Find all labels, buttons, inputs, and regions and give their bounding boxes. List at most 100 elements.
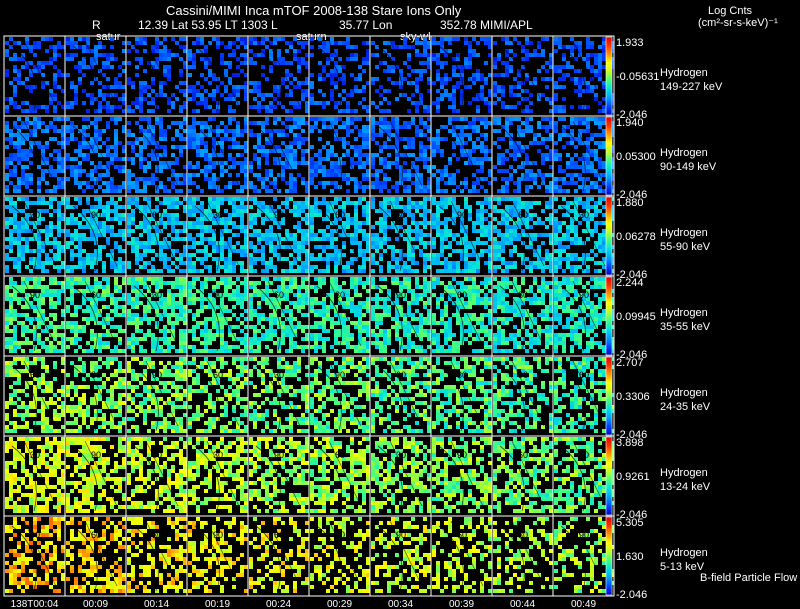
heat-cell (179, 73, 183, 77)
heat-cell (322, 169, 326, 173)
heat-cell (106, 285, 110, 289)
heat-cell (574, 173, 578, 177)
heat-cell (102, 261, 106, 265)
heat-cell (13, 65, 17, 69)
heat-cell (318, 101, 322, 105)
heat-cell (330, 189, 334, 193)
heat-cell (86, 261, 90, 265)
heat-cell (163, 201, 167, 205)
heat-cell (464, 41, 468, 45)
heat-cell (61, 161, 65, 165)
heat-cell (493, 61, 497, 65)
heat-cell (188, 209, 192, 213)
heat-cell (49, 57, 53, 61)
heat-cell (37, 189, 41, 193)
heat-cell (566, 173, 570, 177)
heat-cell (66, 265, 70, 269)
heat-cell (310, 269, 314, 273)
heat-cell (444, 245, 448, 249)
heat-cell (456, 185, 460, 189)
heat-cell (175, 229, 179, 233)
heat-cell (379, 125, 383, 129)
heat-cell (305, 149, 309, 153)
heat-cell (135, 65, 139, 69)
heat-cell (171, 237, 175, 241)
heat-cell (314, 101, 318, 105)
heat-cell (305, 237, 309, 241)
heat-cell (66, 157, 70, 161)
heat-cell (212, 249, 216, 253)
heat-cell (383, 129, 387, 133)
heat-cell (293, 225, 297, 229)
heat-cell (387, 121, 391, 125)
heat-cell (493, 257, 497, 261)
heat-cell (379, 85, 383, 89)
heat-cell (131, 45, 135, 49)
heat-cell (297, 205, 301, 209)
heat-cell (183, 261, 187, 265)
heat-cell (232, 197, 236, 201)
heat-cell (310, 157, 314, 161)
heat-cell (476, 269, 480, 273)
heat-cell (61, 245, 65, 249)
heat-cell (192, 205, 196, 209)
heat-cell (139, 137, 143, 141)
heat-cell (525, 125, 529, 129)
heat-cell (269, 133, 273, 137)
heat-cell (301, 229, 305, 233)
heat-cell (505, 65, 509, 69)
heat-cell (285, 61, 289, 65)
heat-cell (228, 213, 232, 217)
heat-cell (212, 77, 216, 81)
heat-cell (476, 53, 480, 57)
heat-cell (131, 81, 135, 85)
heat-cell (497, 85, 501, 89)
heat-cell (183, 225, 187, 229)
heat-cell (541, 257, 545, 261)
heat-cell (82, 269, 86, 273)
heat-cell (379, 185, 383, 189)
heat-cell (476, 265, 480, 269)
heat-cell (37, 185, 41, 189)
heat-cell (273, 41, 277, 45)
heat-cell (493, 41, 497, 45)
heat-cell (143, 229, 147, 233)
heat-cell (127, 121, 131, 125)
heat-cell (460, 253, 464, 257)
heat-cell (501, 209, 505, 213)
heat-cell (594, 57, 598, 61)
heat-cell (208, 157, 212, 161)
heat-cell (452, 249, 456, 253)
heat-cell (114, 137, 118, 141)
heat-cell (415, 101, 419, 105)
heat-cell (501, 197, 505, 201)
heat-cell (183, 61, 187, 65)
heat-cell (94, 45, 98, 49)
heat-cell (90, 237, 94, 241)
heat-cell (118, 117, 122, 121)
heat-cell (5, 185, 9, 189)
heat-cell (204, 61, 208, 65)
heat-cell (289, 189, 293, 193)
heat-cell (310, 73, 314, 77)
heat-cell (21, 209, 25, 213)
heat-cell (200, 257, 204, 261)
heat-cell (110, 189, 114, 193)
heat-cell (432, 201, 436, 205)
heat-cell (127, 129, 131, 133)
heat-cell (118, 289, 122, 293)
heat-cell (399, 177, 403, 181)
heat-cell (57, 225, 61, 229)
heat-cell (5, 97, 9, 101)
heat-cell (49, 205, 53, 209)
heat-cell (334, 245, 338, 249)
heat-cell (216, 201, 220, 205)
heat-cell (415, 181, 419, 185)
heat-cell (301, 141, 305, 145)
heat-cell (196, 173, 200, 177)
heat-cell (285, 165, 289, 169)
heat-cell (322, 229, 326, 233)
heat-cell (598, 57, 602, 61)
heat-cell (244, 85, 248, 89)
contour-label: 30 (30, 210, 40, 220)
